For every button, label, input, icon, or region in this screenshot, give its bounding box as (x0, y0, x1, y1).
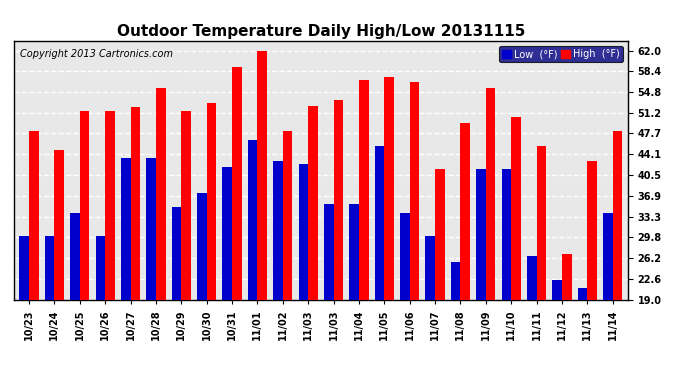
Title: Outdoor Temperature Daily High/Low 20131115: Outdoor Temperature Daily High/Low 20131… (117, 24, 525, 39)
Bar (45, 236, 55, 375)
Bar (359, 80, 368, 375)
Bar (527, 256, 537, 375)
Bar (207, 103, 216, 375)
Bar (511, 117, 521, 375)
Bar (248, 141, 257, 375)
Bar (273, 161, 283, 375)
Bar (308, 106, 318, 375)
Bar (197, 193, 207, 375)
Bar (613, 130, 622, 375)
Bar (105, 111, 115, 375)
Bar (476, 170, 486, 375)
Bar (451, 262, 460, 375)
Bar (400, 213, 410, 375)
Bar (384, 76, 394, 375)
Bar (130, 107, 140, 375)
Bar (172, 207, 181, 375)
Bar (410, 82, 420, 375)
Bar (486, 88, 495, 375)
Bar (181, 111, 191, 375)
Bar (283, 130, 293, 375)
Bar (222, 166, 232, 375)
Bar (257, 51, 267, 375)
Bar (324, 204, 333, 375)
Bar (70, 213, 80, 375)
Bar (578, 288, 587, 375)
Bar (603, 213, 613, 375)
Bar (55, 150, 64, 375)
Bar (349, 204, 359, 375)
Bar (19, 236, 29, 375)
Bar (333, 100, 343, 375)
Bar (156, 88, 166, 375)
Bar (146, 158, 156, 375)
Bar (435, 170, 444, 375)
Bar (552, 280, 562, 375)
Bar (562, 254, 571, 375)
Text: Copyright 2013 Cartronics.com: Copyright 2013 Cartronics.com (20, 49, 173, 59)
Bar (460, 123, 470, 375)
Bar (80, 111, 90, 375)
Legend: Low  (°F), High  (°F): Low (°F), High (°F) (499, 46, 623, 62)
Bar (29, 130, 39, 375)
Bar (587, 161, 597, 375)
Bar (232, 67, 241, 375)
Bar (502, 170, 511, 375)
Bar (426, 236, 435, 375)
Bar (95, 236, 105, 375)
Bar (537, 146, 546, 375)
Bar (121, 158, 130, 375)
Bar (299, 164, 308, 375)
Bar (375, 146, 384, 375)
